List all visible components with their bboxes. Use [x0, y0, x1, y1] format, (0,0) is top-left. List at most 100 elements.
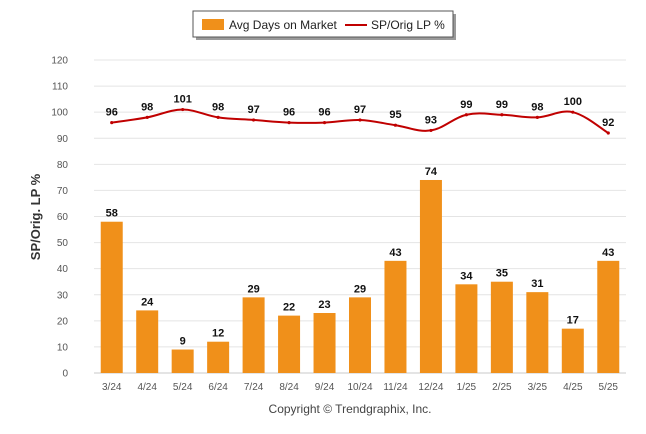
y-tick-label: 70: [57, 186, 69, 197]
bar-value-label: 24: [141, 296, 154, 308]
y-tick-label: 100: [51, 108, 68, 119]
x-tick-label: 10/24: [347, 382, 372, 393]
bar: [526, 292, 549, 373]
line-value-label: 96: [318, 107, 330, 119]
y-tick-label: 30: [57, 290, 69, 301]
bar: [100, 221, 123, 373]
legend: Avg Days on Market SP/Orig LP %: [192, 10, 456, 40]
line-point: [145, 115, 149, 119]
bar-value-label: 29: [354, 283, 366, 295]
bar: [561, 328, 584, 373]
legend-label-bars: Avg Days on Market: [229, 18, 337, 32]
line-point: [535, 115, 539, 119]
x-tick-label: 3/25: [528, 382, 548, 393]
line-point: [181, 107, 185, 112]
line-value-label: 101: [173, 94, 191, 106]
line-value-label: 98: [141, 101, 153, 113]
y-axis-ticks: 0 10 20 30 40 50 60 70 80 90 100 110 120: [51, 56, 68, 380]
line-value-label: 97: [247, 104, 259, 116]
bar: [349, 297, 371, 373]
y-tick-label: 20: [57, 316, 69, 327]
x-tick-label: 5/24: [173, 382, 193, 393]
line-value-label: 99: [496, 99, 508, 111]
line-value-label: 99: [460, 99, 472, 111]
line-point: [110, 121, 114, 125]
bar-value-label: 34: [460, 270, 473, 282]
bar: [278, 315, 301, 373]
copyright-credit: Copyright © Trendgraphix, Inc.: [269, 402, 432, 416]
bar-value-label: 9: [180, 336, 186, 348]
line-value-label: 98: [531, 101, 543, 113]
line-point: [606, 131, 610, 135]
line-value-label: 95: [389, 109, 401, 121]
bar-value-label: 17: [567, 315, 579, 327]
y-tick-label: 80: [57, 160, 69, 171]
bar-data-labels: 58 24 9 12 29 22 23 29 43 74 34 35 31 17 43: [106, 166, 615, 348]
x-tick-label: 11/24: [383, 382, 408, 393]
line-value-label: 96: [106, 107, 118, 119]
x-tick-label: 12/24: [418, 382, 443, 393]
line-point: [287, 121, 291, 125]
x-tick-label: 6/24: [208, 382, 228, 393]
x-tick-label: 7/24: [244, 382, 264, 393]
y-tick-label: 50: [57, 238, 69, 249]
y-tick-label: 120: [51, 56, 68, 67]
x-tick-label: 8/24: [279, 382, 299, 393]
line-data-labels: 96 98 101 98 97 96 96 97 95 93 99 99 98 100 92: [106, 94, 615, 129]
line-value-label: 92: [602, 117, 614, 129]
line-value-label: 100: [564, 96, 582, 108]
x-tick-label: 4/25: [563, 382, 583, 393]
line-point: [393, 123, 398, 127]
line-point: [500, 113, 504, 117]
bar-value-label: 74: [425, 166, 438, 178]
bar: [419, 179, 442, 373]
y-tick-label: 90: [57, 134, 69, 145]
y-tick-label: 10: [57, 342, 69, 353]
y-tick-label: 0: [62, 369, 68, 380]
line-value-label: 98: [212, 101, 224, 113]
line-value-label: 96: [283, 107, 295, 119]
y-tick-label: 40: [57, 264, 69, 275]
line-point: [322, 121, 327, 125]
line-point: [464, 113, 468, 117]
y-tick-label: 60: [57, 212, 69, 223]
line-value-label: 97: [354, 104, 366, 116]
line-point: [358, 118, 362, 122]
bar-value-label: 31: [531, 278, 543, 290]
bar-value-label: 12: [212, 328, 224, 340]
legend-bar-swatch: [202, 19, 224, 30]
bar-series: [100, 179, 620, 373]
line-value-label: 93: [425, 114, 437, 126]
bar: [384, 260, 407, 373]
x-tick-label: 5/25: [599, 382, 619, 393]
y-axis-title: SP/Orig. LP %: [28, 173, 43, 260]
bar: [136, 310, 159, 373]
line-point: [429, 128, 433, 133]
legend-box: [192, 10, 454, 38]
legend-label-line: SP/Orig LP %: [371, 18, 445, 32]
bar-value-label: 29: [247, 283, 259, 295]
x-axis-ticks: 3/24 4/24 5/24 6/24 7/24 8/24 9/24 10/24 11/24 12…: [102, 382, 618, 393]
bar: [242, 297, 265, 373]
bar: [490, 281, 513, 373]
x-tick-label: 2/25: [492, 382, 512, 393]
bar: [171, 349, 194, 373]
bar: [597, 260, 620, 373]
bar-value-label: 58: [106, 208, 118, 220]
bar-value-label: 22: [283, 302, 295, 314]
y-tick-label: 110: [52, 82, 68, 93]
line-point: [571, 110, 575, 114]
x-tick-label: 9/24: [315, 382, 335, 393]
bar-value-label: 23: [318, 299, 330, 311]
bar-value-label: 43: [602, 247, 614, 259]
bar: [313, 313, 336, 373]
line-series: [110, 107, 610, 135]
bar: [455, 284, 478, 373]
bar: [207, 341, 230, 373]
line-point: [252, 118, 256, 122]
bar-value-label: 35: [496, 268, 508, 280]
bar-value-label: 43: [389, 247, 401, 259]
line-point: [216, 115, 220, 119]
x-tick-label: 4/24: [137, 382, 157, 393]
